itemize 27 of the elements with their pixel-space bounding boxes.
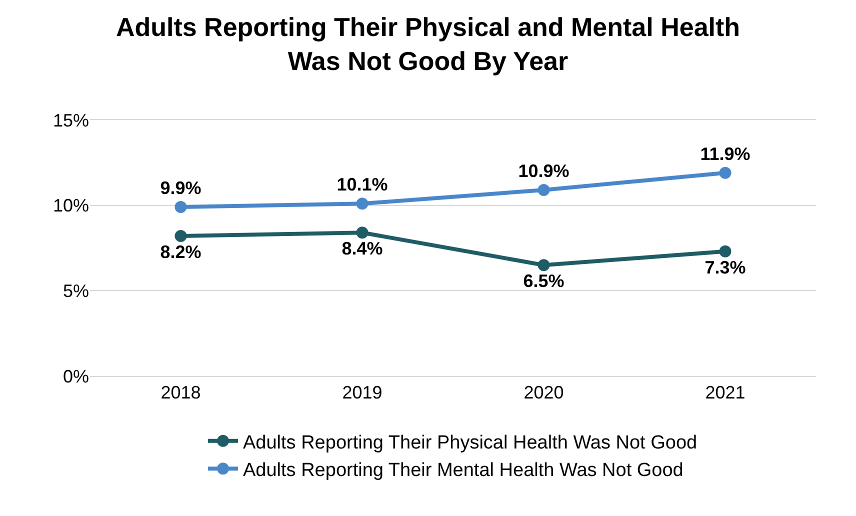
data-label: 7.3% <box>704 257 746 278</box>
point <box>538 184 550 196</box>
data-label: 10.1% <box>336 174 388 195</box>
y-tick-label: 10% <box>52 196 89 216</box>
legend-label: Adults Reporting Their Physical Health Was Not Good <box>243 432 698 454</box>
y-tick-label: 15% <box>52 110 89 130</box>
point <box>719 166 732 179</box>
data-label: 10.9% <box>518 160 570 181</box>
data-label: 8.2% <box>160 242 202 262</box>
x-tick-label: 2019 <box>342 382 382 403</box>
chart-title: Adults Reporting Their Physical and Mental Health Was Not Good By Year <box>116 12 740 76</box>
y-tick-label: 0% <box>62 366 89 386</box>
data-label: 6.5% <box>523 271 564 292</box>
y-tick-label: 5% <box>62 280 89 301</box>
point <box>719 245 732 258</box>
point <box>356 198 368 210</box>
x-tick-label: 2020 <box>524 382 564 403</box>
point <box>174 230 187 242</box>
x-tick-label: 2018 <box>160 382 201 403</box>
point <box>174 201 187 214</box>
point <box>538 259 550 272</box>
data-label: 9.9% <box>160 178 202 198</box>
legend-label: Adults Reporting Their Mental Health Was Not Good <box>243 460 684 482</box>
data-label: 11.9% <box>700 144 750 164</box>
point <box>356 226 368 239</box>
data-label: 8.4% <box>342 238 383 259</box>
x-tick-label: 2021 <box>705 382 746 403</box>
